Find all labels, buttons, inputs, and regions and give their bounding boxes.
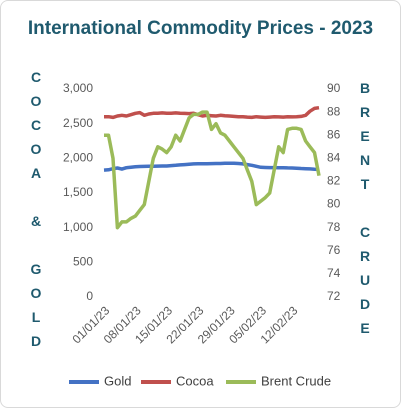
y2-tick-label: 80: [327, 197, 341, 211]
legend-label: Gold: [104, 373, 131, 388]
y-tick-label: 500: [73, 255, 93, 269]
y2-tick-label: 90: [327, 81, 341, 95]
y2-tick-label: 74: [327, 266, 341, 280]
chart-title: International Commodity Prices - 2023: [27, 18, 374, 39]
y2-tick-label: 76: [327, 243, 341, 257]
y2-tick-label: 86: [327, 127, 341, 141]
y-tick-label: 2,000: [63, 151, 93, 165]
y2-tick-label: 88: [327, 104, 341, 118]
y-tick-label: 1,000: [63, 220, 93, 234]
y-tick-label: 2,500: [63, 116, 93, 130]
y-tick-label: 3,000: [63, 81, 93, 95]
y-tick-label: 1,500: [63, 185, 93, 199]
y2-tick-label: 82: [327, 174, 341, 188]
line-series: [103, 161, 320, 172]
y2-tick-label: 72: [327, 289, 341, 303]
legend-label: Cocoa: [176, 373, 214, 388]
y2-tick-label: 78: [327, 220, 341, 234]
line-series: [104, 105, 320, 120]
y2-axis-label: BRENT CRUDE: [357, 80, 373, 344]
line-series: [104, 110, 321, 230]
y-axis-label: COCOA & GOLD: [28, 69, 44, 357]
legend-label: Brent Crude: [261, 373, 331, 388]
y-tick-label: 0: [86, 289, 93, 303]
y2-tick-label: 84: [327, 151, 341, 165]
